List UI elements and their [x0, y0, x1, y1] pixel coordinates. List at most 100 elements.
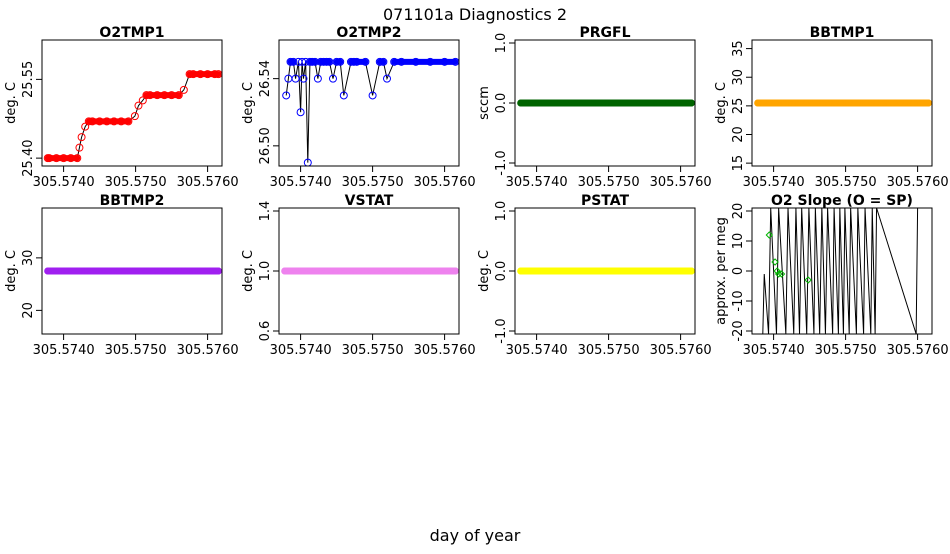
- data-point: [75, 143, 84, 152]
- data-point: [77, 133, 86, 142]
- data-point: [773, 267, 781, 275]
- plot-frame: [751, 39, 933, 167]
- y-axis-label: deg. C: [4, 250, 19, 292]
- series-1: [765, 231, 812, 284]
- y-axis-label: approx. per meg: [714, 217, 729, 325]
- x-tick-label: 305.5740: [506, 343, 568, 358]
- series-0: [44, 267, 222, 275]
- panel-bbtmp1: BBTMP1 305.5740 305.5750 305.5760 15 20 25 30 35…: [714, 25, 949, 190]
- y-tick-label: -1.0: [494, 150, 509, 175]
- y-tick-label: 10: [731, 233, 746, 250]
- x-tick-label: 305.5750: [578, 343, 640, 358]
- x-tick-label: 305.5750: [815, 175, 877, 190]
- slope-trace: [762, 208, 919, 334]
- figure-xlabel: day of year: [430, 526, 521, 545]
- panel-title: O2 Slope (O = SP): [771, 193, 913, 209]
- y-tick-label: 20: [731, 203, 746, 220]
- x-axis: 305.5740 305.5750 305.5760: [33, 334, 239, 358]
- panel-o2-slope-o-sp: O2 Slope (O = SP) 305.5740 305.5750 305.576…: [714, 193, 949, 358]
- x-axis: 305.5740 305.5750 305.5760: [33, 166, 239, 190]
- y-axis-label: deg. C: [714, 82, 729, 124]
- data-point: [765, 231, 773, 239]
- data-point: [687, 267, 695, 275]
- data-point: [771, 258, 779, 266]
- series-0: [282, 57, 459, 166]
- y-tick-label: -20: [731, 320, 746, 341]
- data-layer: [517, 99, 695, 107]
- panel-title: O2TMP2: [336, 25, 401, 41]
- y-axis: -1.0 0.0 1.0: [494, 33, 515, 176]
- data-point: [214, 267, 222, 275]
- x-axis: 305.5740 305.5750 305.5760: [743, 334, 949, 358]
- x-tick-label: 305.5750: [105, 175, 167, 190]
- x-tick-label: 305.5760: [887, 175, 949, 190]
- x-tick-label: 305.5760: [887, 343, 949, 358]
- data-point: [134, 101, 143, 110]
- x-tick-label: 305.5740: [270, 175, 332, 190]
- x-tick-label: 305.5750: [578, 175, 640, 190]
- y-tick-label: 1.0: [494, 33, 509, 54]
- x-tick-label: 305.5760: [177, 175, 239, 190]
- panel-vstat: VSTAT 305.5740 305.5750 305.5760 0.6 1.0 1.4 de…: [241, 193, 476, 358]
- data-point: [687, 99, 695, 107]
- x-tick-label: 305.5760: [414, 343, 476, 358]
- x-tick-label: 305.5760: [177, 343, 239, 358]
- x-tick-label: 305.5740: [743, 175, 805, 190]
- data-point: [298, 57, 307, 66]
- series-0: [762, 208, 919, 334]
- y-axis-label: deg. C: [4, 82, 19, 124]
- series-0: [754, 99, 932, 107]
- data-point: [924, 99, 932, 107]
- y-tick-label: 1.4: [258, 201, 273, 222]
- series-line: [285, 61, 456, 163]
- x-axis: 305.5740 305.5750 305.5760: [743, 166, 949, 190]
- series-0: [281, 267, 459, 275]
- x-tick-label: 305.5750: [342, 175, 404, 190]
- y-axis: 25.40 25.55: [21, 61, 42, 177]
- x-tick-label: 305.5740: [33, 343, 95, 358]
- data-point: [130, 112, 139, 121]
- y-tick-label: 26.50: [258, 127, 273, 164]
- data-point: [368, 91, 377, 100]
- x-tick-label: 305.5750: [342, 343, 404, 358]
- data-point: [313, 74, 322, 83]
- y-tick-label: 25.55: [21, 61, 36, 98]
- y-tick-label: 15: [731, 155, 746, 172]
- y-axis-label: deg. C: [241, 250, 256, 292]
- y-tick-label: 1.0: [494, 201, 509, 222]
- data-layer: [517, 267, 695, 275]
- plot-frame: [41, 207, 223, 335]
- data-layer: [762, 208, 919, 334]
- panel-title: VSTAT: [345, 193, 394, 209]
- figure-title: 071101a Diagnostics 2: [383, 5, 567, 24]
- series-0: [517, 267, 695, 275]
- y-axis-label: deg. C: [477, 250, 492, 292]
- series-line: [47, 73, 219, 159]
- data-point: [212, 267, 220, 275]
- x-tick-label: 305.5760: [650, 175, 712, 190]
- data-point: [81, 122, 90, 131]
- x-axis: 305.5740 305.5750 305.5760: [270, 334, 476, 358]
- series-0: [43, 70, 222, 163]
- y-axis-label: deg. C: [241, 82, 256, 124]
- x-tick-label: 305.5740: [270, 343, 332, 358]
- y-tick-label: 0.6: [258, 321, 273, 342]
- data-point: [383, 74, 391, 83]
- y-tick-label: 0: [731, 267, 746, 275]
- data-layer: [282, 57, 459, 166]
- data-point: [329, 74, 337, 83]
- y-tick-label: 0.0: [494, 261, 509, 282]
- y-tick-label: 25.40: [21, 140, 36, 177]
- y-axis: 15 20 25 30 35: [731, 40, 752, 171]
- y-tick-label: -1.0: [494, 318, 509, 343]
- y-tick-label: -10: [731, 290, 746, 311]
- x-tick-label: 305.5760: [650, 343, 712, 358]
- data-point: [774, 270, 783, 278]
- data-point: [449, 267, 457, 275]
- series-0: [517, 99, 695, 107]
- data-point: [922, 99, 930, 107]
- panel-prgfl: PRGFL 305.5740 305.5750 305.5760 -1.0 0.0 1.0 s…: [477, 25, 712, 190]
